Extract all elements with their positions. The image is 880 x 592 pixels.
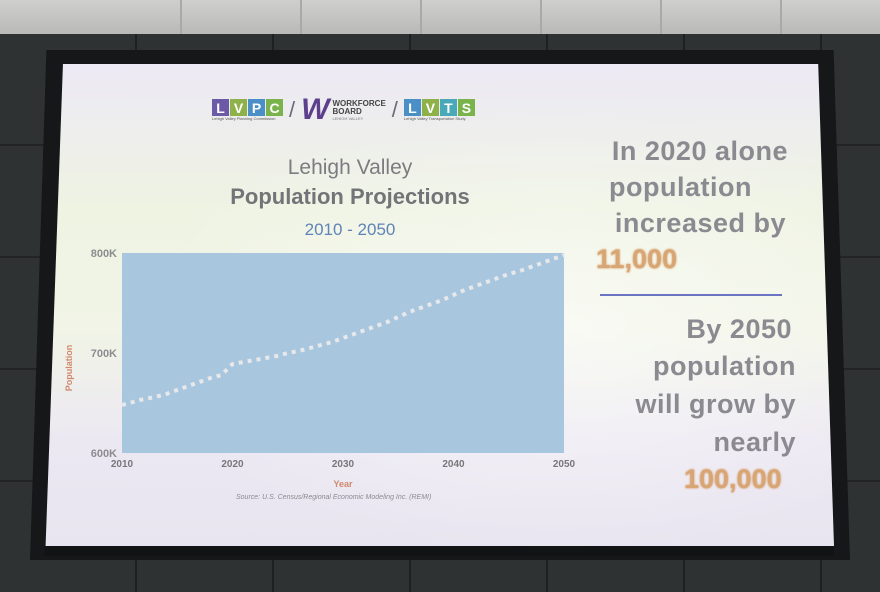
lvpc-letter: V: [230, 99, 247, 116]
slide-subtitle: 2010 - 2050: [304, 220, 396, 239]
x-tick-label: 2020: [221, 459, 244, 470]
lvts-letter: L: [403, 99, 421, 116]
workforce-board-logo: W WORKFORCE BOARD LEHIGH VALLEY: [301, 93, 386, 126]
ceiling-seam: [420, 0, 422, 34]
logo-separator: /: [391, 97, 398, 122]
workforce-line1: WORKFORCE: [332, 98, 386, 108]
workforce-subtitle: LEHIGH VALLEY: [332, 115, 364, 121]
ceiling-seam: [540, 0, 542, 34]
ceiling-seam: [780, 0, 782, 34]
workforce-mark: W: [301, 93, 330, 126]
stat2-line3: will grow by: [635, 389, 796, 419]
y-axis-label: Population: [64, 345, 74, 392]
ceiling: [0, 0, 880, 34]
stat1-number: 11,000: [596, 244, 678, 274]
lvts-subtitle: Lehigh Valley Transportation Study: [403, 116, 466, 121]
y-tick-label: 800K: [91, 248, 117, 260]
lvpc-letter: L: [212, 99, 229, 116]
lvts-letter: V: [421, 99, 439, 116]
x-tick-label: 2030: [332, 459, 355, 470]
ceiling-seam: [180, 0, 182, 34]
screen-bottom-bar: [44, 546, 834, 556]
stat2-line1: By 2050: [686, 314, 792, 344]
x-tick-label: 2040: [442, 459, 465, 470]
slide-title-line2: Population Projections: [230, 184, 470, 209]
stat2-line2: population: [653, 351, 796, 381]
population-line-chart: 600K 700K 800K 2010 2020 2030 2040 2050 Year Popu…: [64, 248, 576, 489]
logo-separator: /: [289, 97, 296, 122]
stat-divider: [600, 294, 782, 296]
stat1-line1: In 2020 alone: [611, 136, 788, 166]
y-tick-label: 600K: [91, 448, 117, 460]
x-tick-label: 2010: [111, 459, 134, 470]
stat1-line2: population: [609, 172, 752, 202]
slide-title-line1: Lehigh Valley: [287, 156, 413, 179]
stat2-number: 100,000: [684, 464, 782, 494]
lvpc-letter: P: [248, 99, 265, 116]
x-axis-label: Year: [333, 479, 353, 489]
lvpc-subtitle: Lehigh Valley Planning Commission: [212, 116, 276, 121]
y-tick-label: 700K: [91, 348, 117, 360]
stat2-line4: nearly: [713, 427, 796, 457]
ceiling-seam: [660, 0, 662, 34]
chart-source: Source: U.S. Census/Regional Economic Mo…: [236, 494, 432, 501]
workforce-line2: BOARD: [332, 106, 362, 116]
plot-area: [122, 253, 564, 453]
stat1-line3: increased by: [614, 208, 786, 238]
lvpc-letter: C: [266, 99, 283, 116]
ceiling-seam: [300, 0, 302, 34]
lvts-letter: T: [439, 99, 457, 116]
x-tick-label: 2050: [553, 459, 576, 470]
lvts-letter: S: [457, 99, 475, 116]
